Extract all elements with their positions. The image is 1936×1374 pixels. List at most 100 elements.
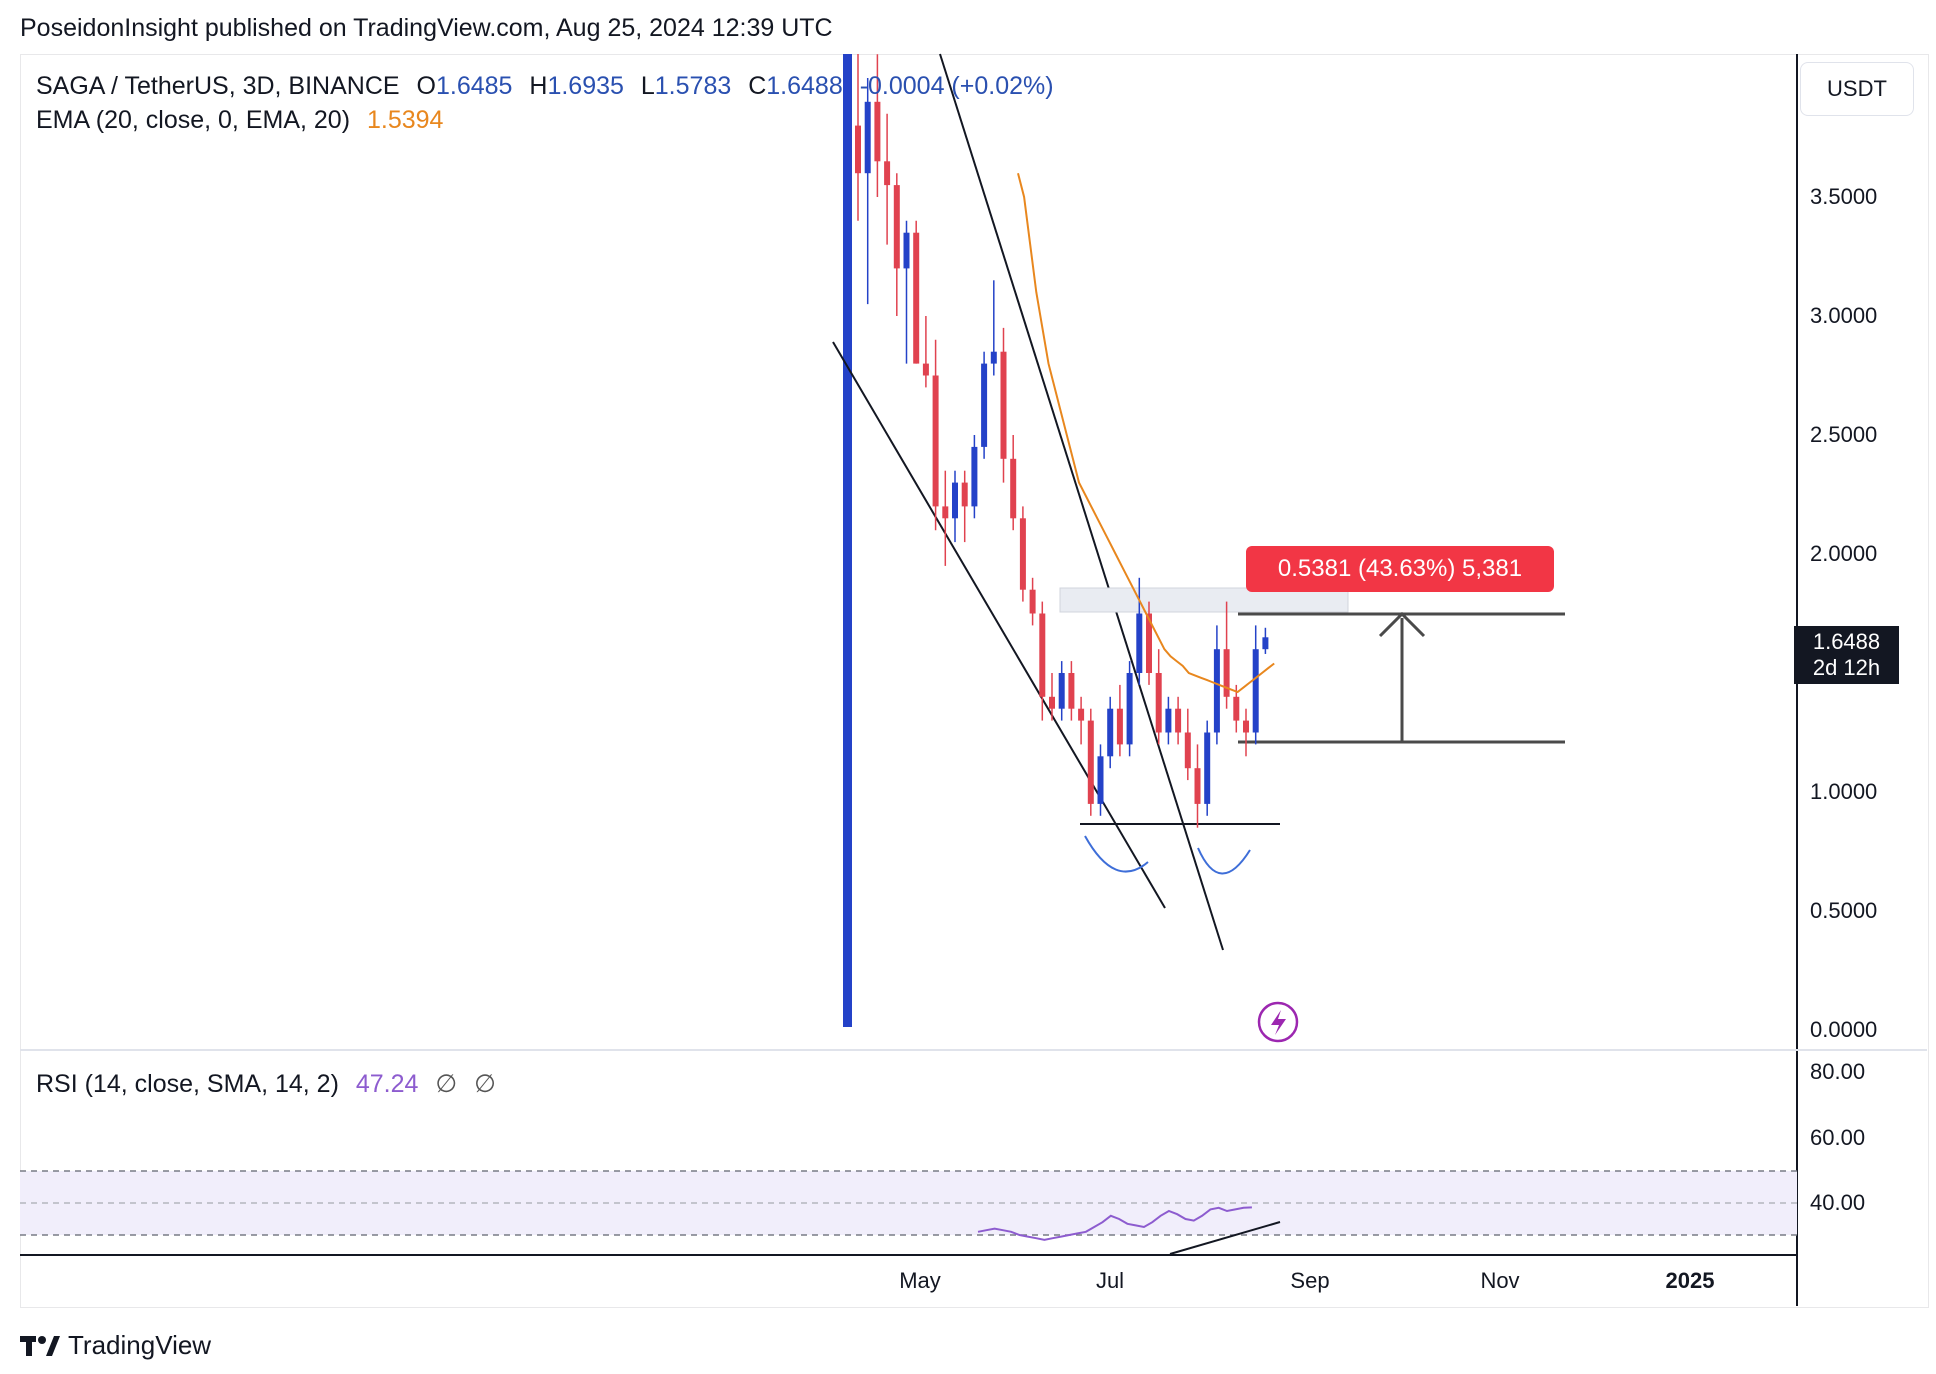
candle-body	[952, 482, 958, 519]
candle	[1126, 661, 1133, 757]
candle-body	[981, 363, 988, 447]
x-tick-label: Sep	[1290, 1268, 1330, 1293]
candle	[1087, 708, 1094, 816]
candle	[1039, 601, 1046, 721]
candle	[1252, 625, 1259, 745]
rsi-line	[977, 1206, 1252, 1241]
candle	[971, 435, 978, 519]
rsi-empty-icon-2: ∅	[474, 1070, 496, 1098]
candle-body	[1165, 708, 1172, 733]
ema-layer	[1017, 172, 1275, 694]
countdown-value: 2d 12h	[1812, 655, 1881, 680]
rsi-legend[interactable]: RSI (14, close, SMA, 14, 2) 47.24 ∅ ∅	[36, 1069, 506, 1099]
candle-body	[1049, 696, 1055, 709]
rsi-tick-label: 60.00	[1810, 1125, 1866, 1150]
candle-body	[1184, 732, 1191, 769]
candle-body	[1029, 589, 1036, 614]
candle-body	[932, 375, 939, 507]
candle-body	[1262, 637, 1269, 650]
candle	[952, 470, 958, 543]
candle	[903, 220, 910, 364]
candle-body	[1233, 696, 1240, 721]
close-value: 1.6488	[766, 72, 843, 100]
candle	[1175, 696, 1182, 745]
candle-body	[1000, 351, 1007, 459]
resistance-zone	[1059, 587, 1349, 613]
symbol-legend[interactable]: SAGA / TetherUS, 3D, BINANCE O1.6485 H1.…	[36, 72, 1064, 101]
candle	[1243, 708, 1249, 757]
measure-arrow-head	[1378, 611, 1426, 638]
rsi-trendline	[1169, 1221, 1281, 1255]
candle	[990, 280, 997, 376]
candle-body	[1243, 720, 1249, 733]
candle-body	[864, 101, 871, 174]
y-tick-label: 2.0000	[1810, 541, 1878, 566]
candle	[1223, 601, 1230, 709]
candle-body	[855, 125, 861, 174]
currency-button[interactable]: USDT	[1800, 62, 1914, 116]
axes-layer	[20, 54, 1927, 1306]
candle	[1068, 661, 1075, 721]
y-tick-label: 1.0000	[1810, 779, 1878, 804]
candle-body	[1194, 768, 1201, 804]
candle	[1078, 696, 1085, 745]
candle	[1010, 435, 1017, 531]
wedge-upper-line	[939, 53, 1224, 951]
candle-body	[1039, 613, 1046, 697]
chart-frame[interactable]	[20, 54, 1929, 1308]
footer-brand[interactable]: TradingView	[20, 1330, 211, 1361]
low-label: L	[640, 72, 655, 100]
candle	[1155, 649, 1162, 745]
rsi-value: 47.24	[355, 1070, 419, 1098]
candle-body	[1146, 613, 1152, 673]
candle-body	[903, 232, 910, 269]
rsi-band	[20, 1171, 1797, 1235]
candle-body	[1175, 708, 1182, 733]
right-shoulder-curve	[1197, 847, 1251, 875]
candle	[1165, 696, 1172, 745]
close-label: C	[748, 72, 767, 100]
candle	[932, 339, 939, 531]
candle	[1233, 684, 1240, 733]
drawings-layer	[832, 53, 1565, 1043]
measure-label[interactable]: 0.5381 (43.63%) 5,381	[1246, 546, 1554, 592]
last-price-label: 1.6488 2d 12h	[1794, 626, 1899, 684]
candle-body	[1087, 720, 1094, 804]
candle	[855, 54, 861, 221]
candle	[1058, 661, 1065, 721]
candle-body	[942, 506, 949, 519]
y-tick-label: 3.5000	[1810, 184, 1878, 209]
candle-body	[1155, 673, 1162, 733]
candle-body	[1116, 708, 1123, 745]
ema-legend[interactable]: EMA (20, close, 0, EMA, 20) 1.5394	[36, 106, 453, 135]
candle-body	[874, 101, 881, 162]
candle-body	[1252, 649, 1259, 733]
open-label: O	[416, 72, 436, 100]
candle-body	[971, 446, 978, 507]
candle-body	[884, 161, 891, 186]
candle-body	[1126, 673, 1133, 745]
candle-body	[990, 351, 997, 364]
candle-body	[1010, 458, 1017, 519]
candle-body	[1078, 708, 1085, 721]
candle	[1029, 577, 1036, 626]
candle-body	[1136, 613, 1143, 673]
candle-body	[1107, 708, 1114, 757]
candle	[913, 220, 920, 364]
open-value: 1.6485	[435, 72, 513, 100]
candle	[981, 351, 988, 459]
candle	[1019, 506, 1026, 602]
candle-body	[961, 482, 968, 507]
candle	[1194, 744, 1201, 828]
ema-line	[1017, 172, 1275, 694]
rsi-tick-label: 40.00	[1810, 1190, 1866, 1215]
candle-body	[1223, 649, 1230, 697]
candle	[961, 470, 968, 543]
candle-body	[1204, 732, 1211, 804]
published-caption: PoseidonInsight published on TradingView…	[20, 14, 833, 42]
y-tick-label: 0.5000	[1810, 898, 1878, 923]
candle	[1116, 684, 1123, 757]
rsi-label: RSI (14, close, SMA, 14, 2)	[36, 1070, 339, 1098]
candle	[864, 78, 871, 305]
